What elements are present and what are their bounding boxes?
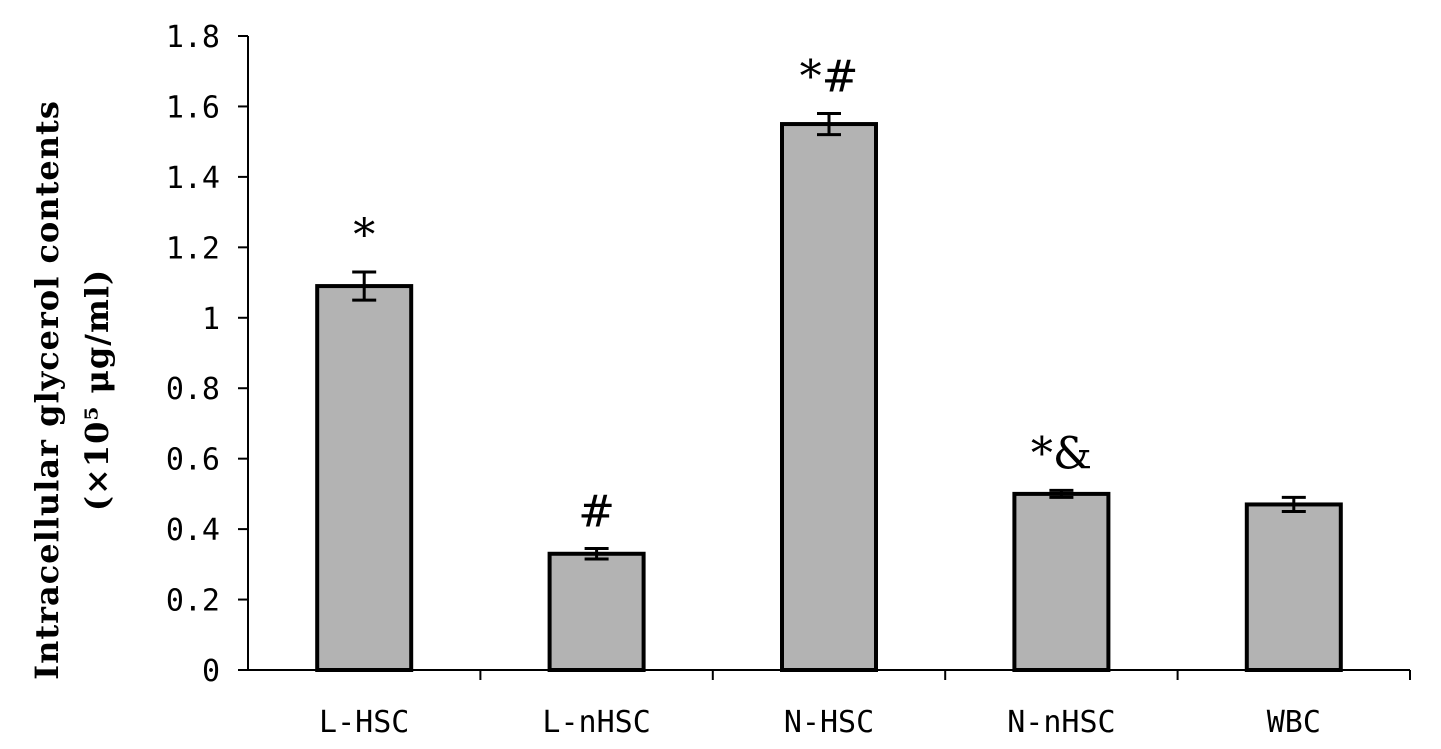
x-tick-label: N-nHSC: [1007, 705, 1115, 740]
y-tick-label: 0.4: [166, 513, 220, 548]
y-tick-label: 0: [202, 654, 220, 689]
x-tick-label: WBC: [1267, 705, 1321, 740]
y-axis-label-line2: (×10⁵ μg/ml): [78, 269, 116, 511]
significance-marker: *&: [1031, 428, 1092, 479]
error-bars: [352, 111, 1306, 561]
significance-marker: #: [578, 486, 615, 537]
significance-marker: *#: [800, 51, 859, 102]
significance-marker: *: [353, 210, 375, 261]
y-ticks: 0 0.2 0.4 0.6 0.8 1 1.2 1.4 1.6 1.8: [166, 20, 248, 689]
bar: [1244, 502, 1343, 673]
bar: [1012, 491, 1111, 672]
y-tick-label: 0.8: [166, 372, 220, 407]
x-tick-label: L-nHSC: [542, 705, 650, 740]
y-tick-label: 0.6: [166, 443, 220, 478]
category-labels: L-HSC L-nHSC N-HSC N-nHSC WBC: [319, 705, 1321, 740]
y-tick-label: 1.4: [166, 161, 220, 196]
annotations: *#*#*&: [353, 51, 1092, 537]
y-tick-label: 1: [202, 302, 220, 337]
bars: [315, 122, 1343, 673]
x-tick-label: L-HSC: [319, 705, 409, 740]
y-tick-label: 0.2: [166, 584, 220, 619]
bar: [315, 284, 414, 672]
y-axis-label-line1: Intracellular glycerol contents: [28, 100, 66, 680]
bar: [547, 551, 646, 672]
y-tick-label: 1.8: [166, 20, 220, 55]
y-tick-label: 1.6: [166, 90, 220, 125]
x-tick-label: N-HSC: [784, 705, 874, 740]
y-tick-label: 1.2: [166, 231, 220, 266]
y-axis-label: Intracellular glycerol contents (×10⁵ μg…: [28, 100, 116, 680]
bar: [780, 122, 878, 673]
